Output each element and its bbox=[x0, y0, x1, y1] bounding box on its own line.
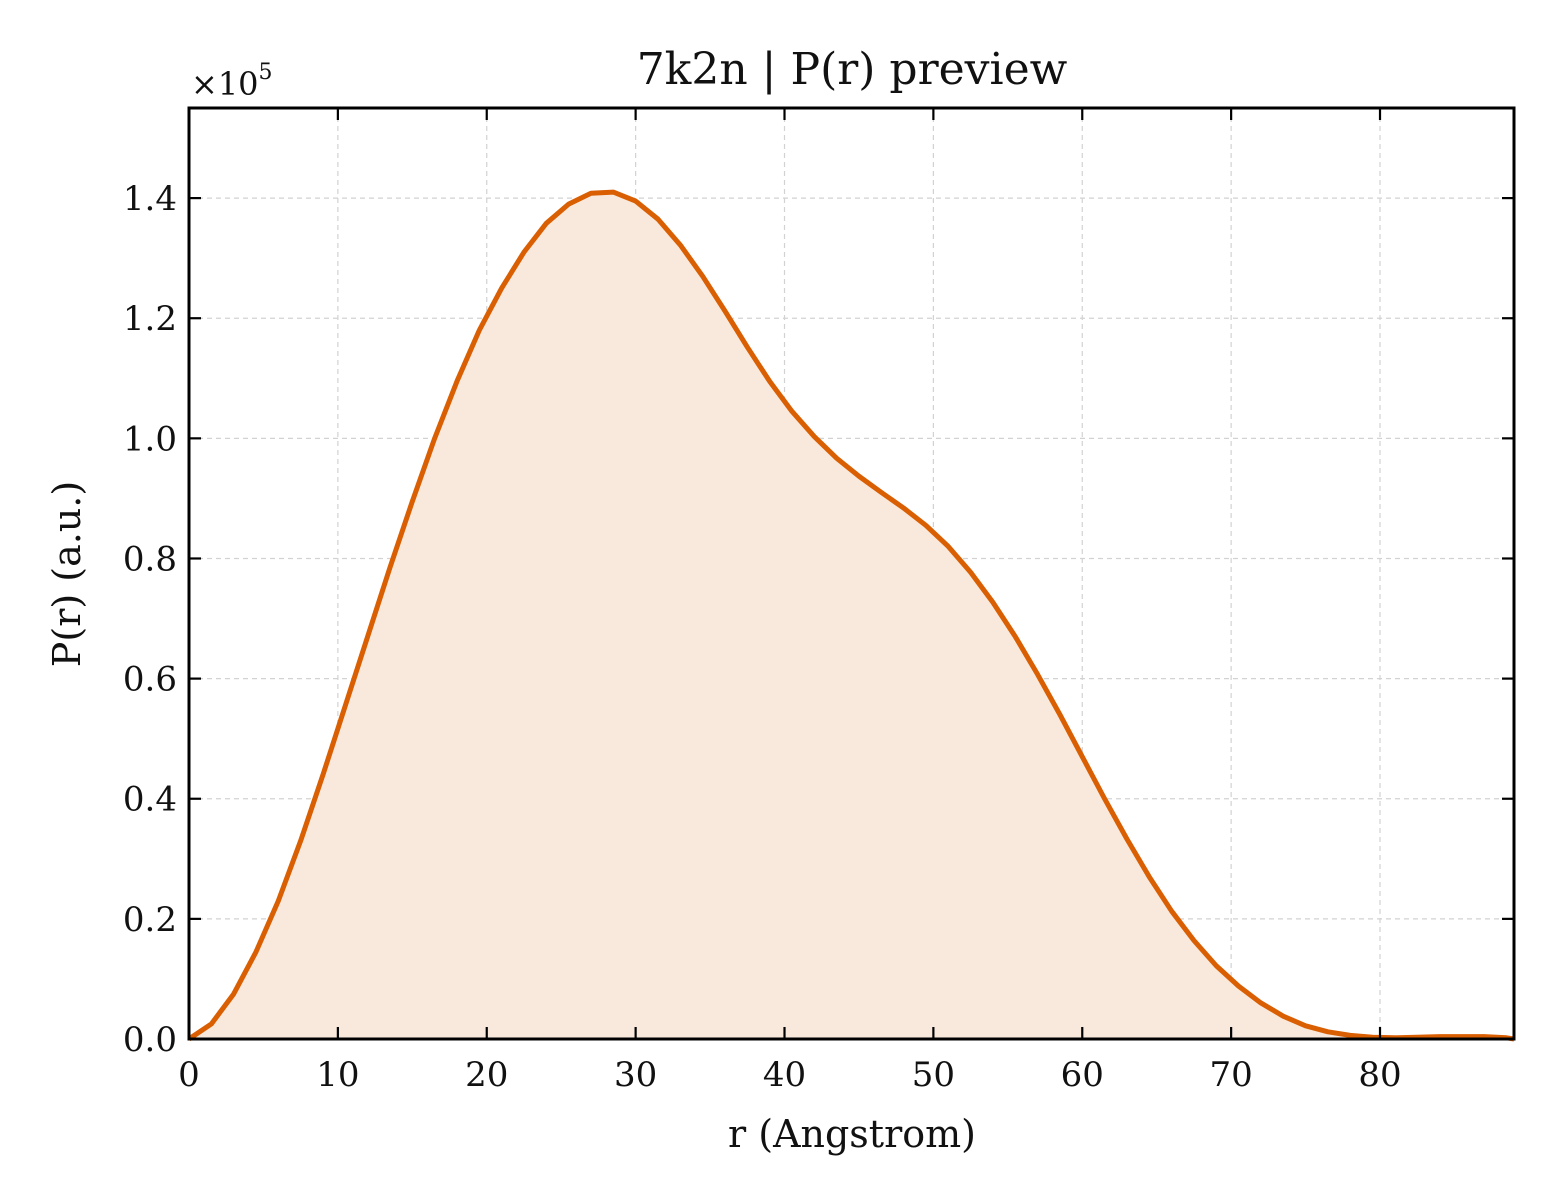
y-scale-exponent: 5 bbox=[259, 60, 273, 85]
y-tick-label: 0.4 bbox=[123, 780, 177, 820]
x-tick-label: 70 bbox=[1210, 1055, 1253, 1095]
x-tick-label: 10 bbox=[316, 1055, 359, 1095]
y-tick-label: 1.2 bbox=[123, 299, 177, 339]
pr-curve-line bbox=[187, 189, 1515, 1042]
x-tick-label: 80 bbox=[1358, 1055, 1401, 1095]
y-tick-label: 0.2 bbox=[123, 900, 177, 940]
x-axis-label: r (Angstrom) bbox=[728, 1112, 976, 1156]
x-tick-label: 30 bbox=[614, 1055, 657, 1095]
pr-area-fill bbox=[189, 192, 1514, 1040]
y-scale-base: ×10 bbox=[191, 65, 259, 103]
y-tick-label: 1.0 bbox=[123, 419, 177, 459]
y-tick-label: 0.0 bbox=[123, 1020, 177, 1060]
plot-frame bbox=[187, 106, 1516, 1041]
y-tick-label: 1.4 bbox=[123, 179, 177, 219]
x-tick-label: 20 bbox=[465, 1055, 508, 1095]
y-scale-multiplier: ×105 bbox=[191, 60, 273, 103]
chart-title: 7k2n | P(r) preview bbox=[637, 44, 1068, 95]
x-tick-label: 40 bbox=[763, 1055, 806, 1095]
y-axis-label: P(r) (a.u.) bbox=[45, 481, 89, 667]
y-tick-label: 0.6 bbox=[123, 660, 177, 700]
x-tick-label: 60 bbox=[1061, 1055, 1104, 1095]
axis-ticks bbox=[187, 108, 1514, 1041]
x-tick-label: 50 bbox=[912, 1055, 955, 1095]
y-tick-label: 0.8 bbox=[123, 539, 177, 579]
x-tick-label: 0 bbox=[178, 1055, 200, 1095]
